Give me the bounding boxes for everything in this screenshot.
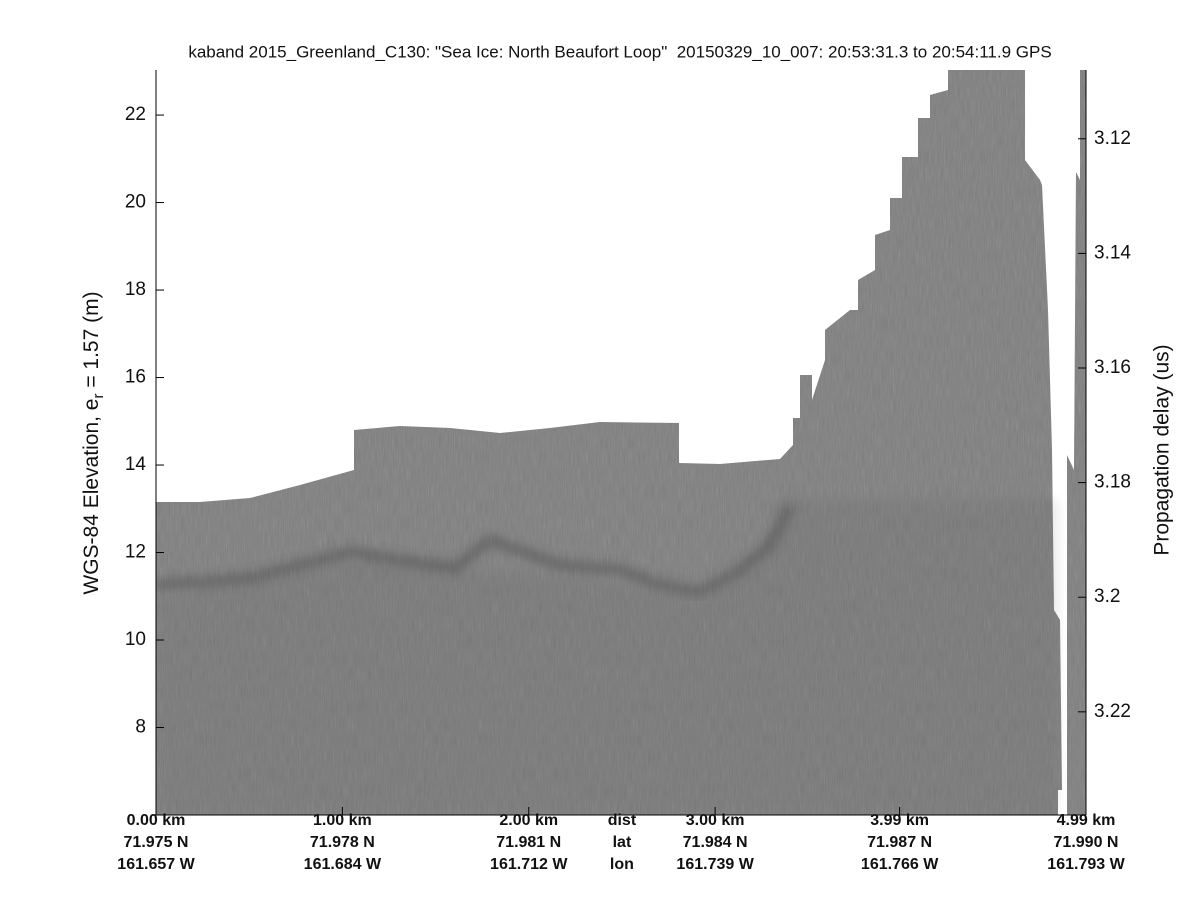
lat-label: 71.984 N: [683, 834, 748, 851]
y2-tick-label: 3.22: [1094, 701, 1131, 722]
row-label: dist: [608, 812, 637, 829]
y-tick-label: 14: [125, 454, 147, 475]
lon-label: 161.793 W: [1047, 856, 1125, 873]
y-label-text: WGS-84 Elevation, e: [80, 399, 103, 595]
y2-axis-label: Propagation delay (us): [1151, 344, 1174, 555]
x-tick-label: 1.00 km: [313, 812, 372, 829]
x-tick-label: 3.99 km: [870, 812, 929, 829]
y2-tick-label: 3.16: [1094, 357, 1131, 378]
y2-tick-label: 3.12: [1094, 128, 1131, 149]
lat-label: 71.975 N: [124, 834, 189, 851]
x-tick-label: 0.00 km: [127, 812, 186, 829]
lat-label: 71.987 N: [867, 834, 932, 851]
row-label: lat: [613, 834, 632, 851]
lat-label: 71.981 N: [496, 834, 561, 851]
chart-title: kaband 2015_Greenland_C130: "Sea Ice: No…: [188, 42, 1051, 61]
lon-label: 161.657 W: [117, 856, 195, 873]
y-tick-label: 12: [125, 542, 146, 563]
lon-label: 161.712 W: [490, 856, 568, 873]
y-tick-label: 16: [125, 367, 146, 388]
lon-label: 161.739 W: [676, 856, 754, 873]
x-tick-label: 2.00 km: [499, 812, 558, 829]
lat-label: 71.978 N: [310, 834, 375, 851]
row-label: lon: [610, 856, 634, 873]
echogram-texture: [1067, 70, 1086, 815]
y-label-text: = 1.57 (m): [80, 291, 103, 393]
lon-label: 161.766 W: [861, 856, 939, 873]
lat-label: 71.990 N: [1054, 834, 1119, 851]
surface-return: [156, 502, 795, 598]
y-label-subscript: r: [90, 394, 107, 399]
y2-tick-label: 3.14: [1094, 242, 1131, 263]
x-tick-label: 4.99 km: [1057, 812, 1116, 829]
y-tick-label: 8: [135, 717, 146, 738]
y-tick-label: 10: [125, 629, 146, 650]
lon-label: 161.684 W: [304, 856, 382, 873]
y2-tick-label: 3.18: [1094, 472, 1131, 493]
y2-tick-label: 3.2: [1094, 586, 1120, 607]
echogram-shade: [156, 500, 1058, 815]
x-tick-label: 3.00 km: [686, 812, 745, 829]
y-tick-label: 22: [125, 104, 146, 125]
y-tick-label: 20: [125, 192, 146, 213]
y-tick-label: 18: [125, 279, 146, 300]
y-axis-label: WGS-84 Elevation, er = 1.57 (m): [80, 291, 107, 594]
echogram: [156, 70, 1086, 815]
